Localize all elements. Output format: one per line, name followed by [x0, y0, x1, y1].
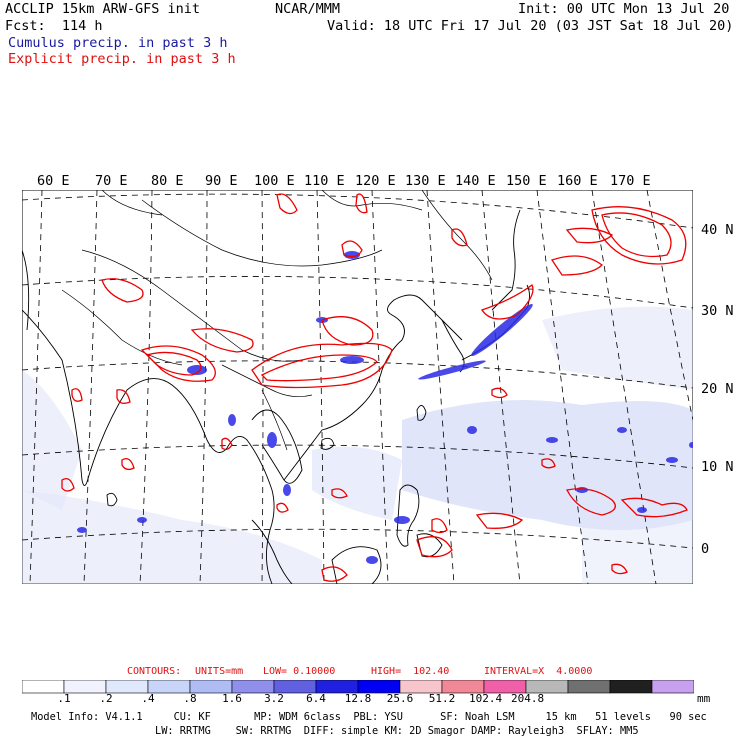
init-time: Init: 00 UTC Mon 13 Jul 20 [518, 1, 730, 17]
colorbar-tick-label: 204.8 [511, 692, 545, 705]
lat-label: 40 N [701, 222, 734, 238]
colorbar-tick-label: .8 [183, 692, 197, 705]
cumulus-precip [77, 251, 693, 564]
colorbar-tick-label: 6.4 [306, 692, 326, 705]
colorbar-tick-label: .2 [99, 692, 113, 705]
lon-label: 90 E [205, 173, 238, 189]
lon-label: 150 E [506, 173, 547, 189]
colorbar-tick-label: 1.6 [222, 692, 242, 705]
legend-explicit: Explicit precip. in past 3 h [8, 51, 236, 67]
lat-label: 0 [701, 541, 710, 557]
lon-label: 160 E [557, 173, 598, 189]
organization-label: NCAR/MMM [275, 1, 341, 17]
lon-label: 120 E [355, 173, 396, 189]
colorbar-tick-label: 12.8 [344, 692, 372, 705]
lon-label: 170 E [610, 173, 651, 189]
colorbar-tick-label: 3.2 [264, 692, 284, 705]
lon-label: 140 E [455, 173, 496, 189]
lon-label: 130 E [405, 173, 446, 189]
lat-label: 30 N [701, 303, 734, 319]
lat-label: 20 N [701, 381, 734, 397]
colorbar-tick-label: 51.2 [428, 692, 456, 705]
contours-interval: INTERVAL=X 4.0000 [484, 666, 593, 677]
colorbar-swatch [567, 680, 611, 694]
model-info-line1: Model Info: V4.1.1 CU: KF MP: WDM 6class… [31, 711, 707, 723]
colorbar-swatch [609, 680, 653, 694]
contours-low: LOW= 0.10000 [263, 666, 336, 677]
valid-time: Valid: 18 UTC Fri 17 Jul 20 (03 JST Sat … [327, 18, 734, 34]
lon-label: 110 E [304, 173, 345, 189]
colorbar-tick-label: 102.4 [469, 692, 503, 705]
lon-label: 80 E [151, 173, 184, 189]
lon-label: 70 E [95, 173, 128, 189]
colorbar-unit: mm [697, 692, 711, 705]
colorbar [22, 680, 694, 694]
contours-label: CONTOURS: [127, 666, 182, 677]
contours-high: HIGH= 102.40 [371, 666, 450, 677]
legend-cumulus: Cumulus precip. in past 3 h [8, 35, 228, 51]
colorbar-tick-label: .4 [141, 692, 155, 705]
colorbar-tick-label: 25.6 [386, 692, 414, 705]
colorbar-tick-label: .1 [57, 692, 71, 705]
colorbar-swatch [651, 680, 694, 694]
model-title: ACCLIP 15km ARW-GFS init [5, 1, 201, 17]
lon-label: 60 E [37, 173, 70, 189]
forecast-hour: Fcst: 114 h [5, 18, 103, 34]
lat-label: 10 N [701, 459, 734, 475]
light-precip-areas [22, 306, 693, 584]
contours-units: UNITS=mm [195, 666, 244, 677]
explicit-precip [61, 193, 688, 582]
model-info-line2: LW: RRTMG SW: RRTMG DIFF: simple KM: 2D … [155, 725, 639, 737]
lon-label: 100 E [254, 173, 295, 189]
precipitation-map [22, 190, 693, 584]
